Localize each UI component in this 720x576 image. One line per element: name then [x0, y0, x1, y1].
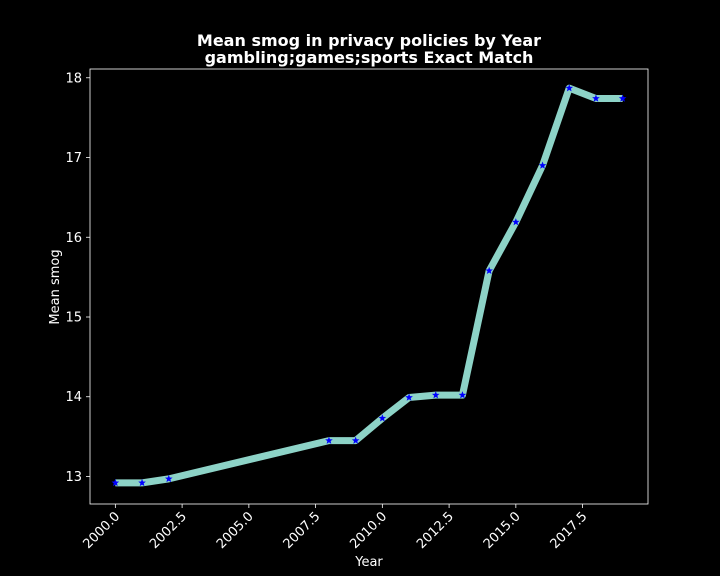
data-point: [111, 478, 120, 487]
y-tick-label: 16: [65, 231, 82, 246]
data-point: [512, 218, 520, 226]
data-point: [378, 414, 387, 422]
y-tick-label: 18: [65, 71, 82, 86]
y-axis-label: Mean smog: [48, 249, 63, 324]
data-point: [405, 393, 413, 401]
data-point: [565, 84, 574, 92]
y-axis-ticks: 13 14 15 16 17 18: [65, 71, 90, 485]
data-point: [431, 391, 440, 399]
chart-title-line2: gambling;games;sports Exact Match: [205, 48, 534, 67]
y-tick-label: 13: [65, 470, 82, 485]
data-point: [458, 391, 467, 399]
data-point: [351, 436, 360, 444]
plot-area: [111, 84, 627, 487]
data-point: [325, 436, 333, 444]
y-tick-label: 14: [65, 390, 82, 405]
data-point: [138, 478, 146, 487]
y-tick-label: 17: [65, 151, 82, 166]
y-tick-label: 15: [65, 311, 82, 326]
axes-frame: [89, 68, 649, 505]
x-axis-label: Year: [354, 555, 383, 570]
data-point: [592, 94, 600, 102]
chart-title-line1: Mean smog in privacy policies by Year: [197, 31, 541, 50]
data-point: [618, 94, 627, 102]
data-point: [538, 161, 547, 169]
data-point: [164, 474, 173, 483]
data-point: [485, 266, 493, 274]
